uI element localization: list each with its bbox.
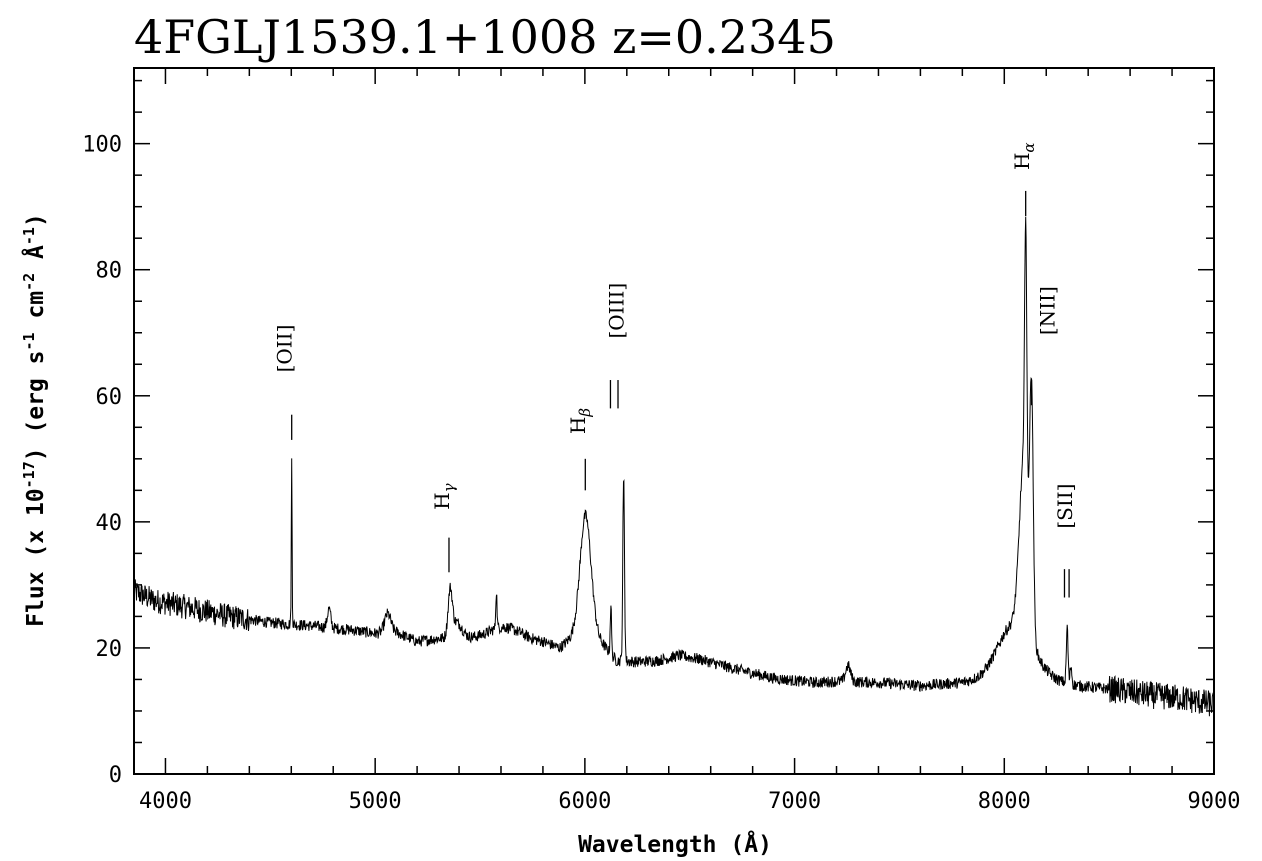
line-annotation-text: [OII] bbox=[273, 325, 297, 373]
y-tick-label: 80 bbox=[96, 259, 123, 284]
line-markers bbox=[291, 190, 1070, 598]
line-annotation-subscript: γ bbox=[440, 483, 458, 492]
line-annotation-text: H bbox=[430, 492, 454, 509]
y-tick-label: 100 bbox=[82, 133, 122, 158]
x-tick-label: 6000 bbox=[558, 789, 611, 814]
y-tick-label: 20 bbox=[96, 637, 123, 662]
y-axis-title-superscript: -17 bbox=[20, 461, 38, 488]
x-tick-label: 5000 bbox=[349, 789, 402, 814]
y-axis-title-superscript: -2 bbox=[20, 273, 38, 291]
y-tick-label: 0 bbox=[109, 763, 122, 788]
y-axis-title-part: Flux (x 10 bbox=[23, 488, 49, 626]
y-axis-title-superscript: -1 bbox=[20, 332, 38, 350]
x-tick-label: 7000 bbox=[768, 789, 821, 814]
line-annotation-subscript: β bbox=[576, 408, 594, 418]
line-annotation: Hγ bbox=[430, 483, 458, 509]
spectrum-line bbox=[133, 216, 1215, 717]
line-annotation-text: [NII] bbox=[1036, 286, 1060, 335]
x-axis: 4000 5000 6000 7000 8000 9000 bbox=[139, 68, 1241, 814]
line-annotation-text: [SII] bbox=[1053, 484, 1077, 529]
y-axis-title-part: cm bbox=[23, 291, 49, 333]
y-tick-label: 40 bbox=[96, 511, 123, 536]
line-annotation: [OII] bbox=[273, 325, 297, 373]
plot-frame bbox=[133, 67, 1215, 775]
x-tick-label: 9000 bbox=[1188, 789, 1241, 814]
x-axis-title: Wavelength (Å) bbox=[578, 830, 772, 858]
chart-title: 4FGLJ1539.1+1008 z=0.2345 bbox=[134, 10, 836, 64]
y-axis-title: Flux (x 10-17) (erg s-1 cm-2 Å-1) bbox=[20, 213, 49, 627]
y-axis: 0 20 40 60 80 100 bbox=[82, 79, 1214, 788]
line-annotation-text: [OIII] bbox=[604, 283, 628, 339]
x-tick-label: 4000 bbox=[139, 789, 192, 814]
line-annotation-text: H bbox=[1010, 153, 1034, 170]
plot-border bbox=[133, 67, 1215, 775]
y-axis-title-superscript: -1 bbox=[20, 227, 38, 245]
line-annotation: Hβ bbox=[566, 408, 594, 434]
line-annotation: [SII] bbox=[1053, 484, 1077, 529]
y-axis-title-part: Å bbox=[21, 245, 49, 273]
line-annotation: [OIII] bbox=[604, 283, 628, 339]
line-annotation: [NII] bbox=[1036, 286, 1060, 335]
line-annotation: Hα bbox=[1010, 142, 1038, 170]
y-tick-label: 60 bbox=[96, 385, 123, 410]
y-axis-title-part: ) (erg s bbox=[23, 350, 49, 461]
y-axis-title-part: ) bbox=[23, 213, 49, 227]
x-tick-label: 8000 bbox=[978, 789, 1031, 814]
line-annotation-text: H bbox=[566, 417, 590, 434]
line-annotation-subscript: α bbox=[1020, 142, 1038, 152]
